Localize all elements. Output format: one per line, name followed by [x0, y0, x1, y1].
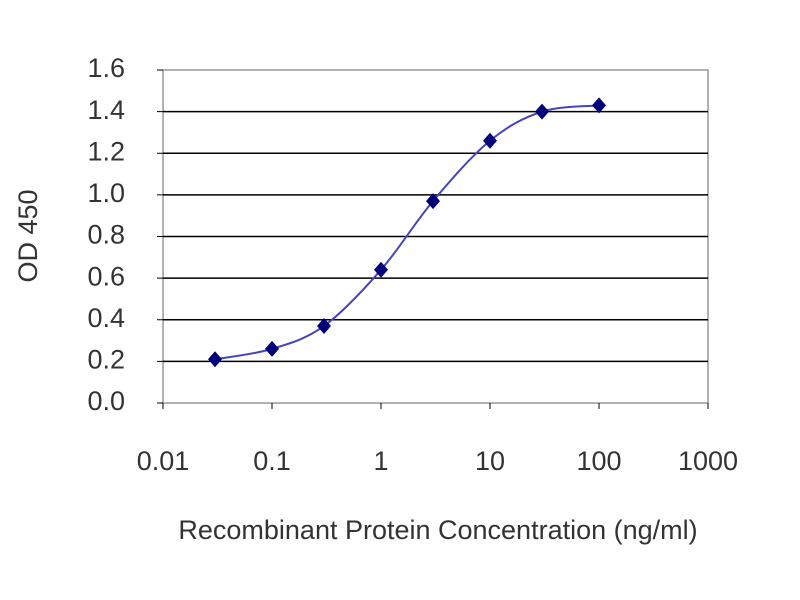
x-tick-label: 10	[475, 446, 505, 476]
y-tick-label: 0.2	[87, 345, 125, 375]
y-axis-label: OD 450	[13, 189, 43, 282]
x-tick-label: 1000	[678, 446, 738, 476]
y-tick-label: 0.8	[87, 220, 125, 250]
marker	[483, 132, 497, 149]
x-axis-label: Recombinant Protein Concentration (ng/ml…	[178, 515, 697, 545]
y-tick-label: 0.0	[87, 386, 125, 416]
y-tick-label: 0.6	[87, 261, 125, 291]
y-tick-label: 1.6	[87, 53, 125, 83]
marker	[426, 193, 441, 210]
marker	[592, 97, 606, 114]
marker	[374, 261, 388, 278]
marker	[265, 340, 279, 357]
y-tick-label: 0.4	[87, 303, 125, 333]
y-tick-label: 1.0	[87, 178, 125, 208]
marker	[208, 351, 223, 368]
x-tick-label: 0.01	[137, 446, 190, 476]
x-tick-label: 100	[576, 446, 621, 476]
marker	[535, 103, 550, 120]
y-tick-label: 1.2	[87, 136, 125, 166]
x-tick-label: 0.1	[253, 446, 291, 476]
y-tick-label: 1.4	[87, 95, 125, 125]
x-tick-label: 1	[373, 446, 388, 476]
marker	[317, 317, 332, 334]
fit-curve	[214, 104, 600, 361]
